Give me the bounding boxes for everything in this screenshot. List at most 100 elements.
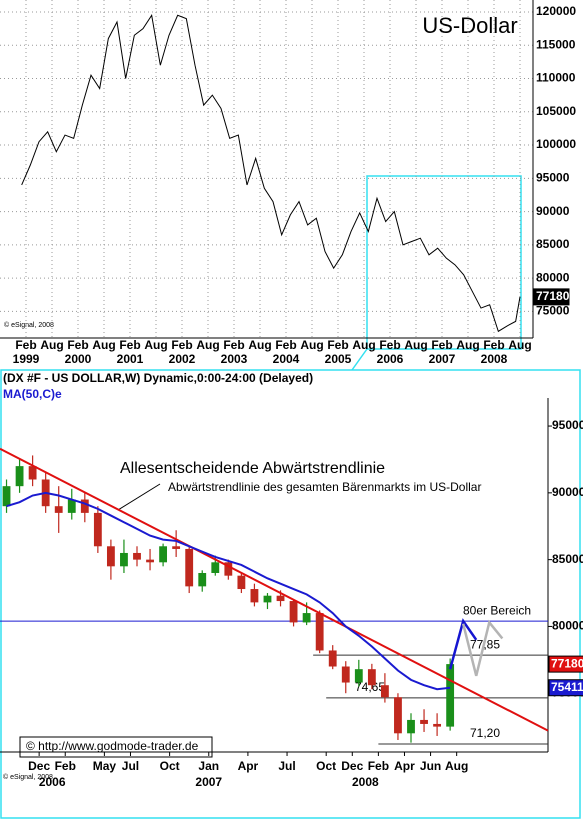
candle-body <box>341 666 350 683</box>
annotation: Allesentscheidende Abwärtstrendlinie <box>120 460 385 477</box>
x-tick-label: Aug <box>508 338 531 352</box>
y-tick-label: 80000 <box>536 270 570 284</box>
candle-body <box>367 669 376 686</box>
x-year-label: 2003 <box>221 352 248 366</box>
candle-body <box>172 546 181 549</box>
x-tick-label: Aug <box>404 338 427 352</box>
x-tick-label: Aug <box>92 338 115 352</box>
candle-body <box>120 552 128 567</box>
moving-average <box>6 491 451 691</box>
x-year-label: 2005 <box>325 352 352 366</box>
x-tick-label: Oct <box>160 759 180 773</box>
candle-body <box>328 650 337 667</box>
projection <box>448 618 478 670</box>
x-tick-label: Dec <box>341 759 363 773</box>
x-tick-label: Aug <box>196 338 219 352</box>
x-tick-label: Feb <box>171 338 192 352</box>
y-tick-label: 115000 <box>536 37 576 51</box>
y-tick-label: 100000 <box>536 137 576 151</box>
candle-body <box>159 546 168 563</box>
candle-body <box>433 723 442 727</box>
x-tick-label: Feb <box>55 759 76 773</box>
x-tick-label: Aug <box>352 338 375 352</box>
projection <box>461 619 504 677</box>
x-tick-label: Aug <box>40 338 63 352</box>
x-tick-label: Apr <box>238 759 259 773</box>
last-value-label: 75411 <box>551 680 583 694</box>
x-tick-label: Aug <box>144 338 167 352</box>
x-tick-label: Jan <box>198 759 219 773</box>
x-year-label: 2004 <box>273 352 300 366</box>
level-label: 74,65 <box>355 680 385 694</box>
last-value-box <box>548 679 583 697</box>
annotation: Abwärtstrendlinie des gesamten Bärenmark… <box>168 480 481 494</box>
candle-body <box>250 589 259 603</box>
trendline <box>0 447 549 732</box>
candle-body <box>67 499 76 513</box>
x-year-label: 2006 <box>39 775 66 789</box>
candle-body <box>15 466 24 487</box>
candle-body <box>446 664 455 727</box>
x-tick-label: Apr <box>394 759 415 773</box>
candle-body <box>185 548 194 587</box>
legend-entry: MA(50,C)e <box>3 387 62 401</box>
candle-body <box>211 562 220 573</box>
panel-border <box>0 369 581 819</box>
x-tick-label: Feb <box>483 338 504 352</box>
x-tick-label: Feb <box>275 338 296 352</box>
x-tick-label: Dec <box>28 759 50 773</box>
x-tick-label: Aug <box>300 338 323 352</box>
candle-body <box>80 499 89 513</box>
x-tick-label: Feb <box>379 338 400 352</box>
x-year-label: 1999 <box>13 352 40 366</box>
x-tick-label: Feb <box>327 338 348 352</box>
level-label: 80er Bereich <box>463 603 531 617</box>
last-value-label: 77180 <box>551 656 583 670</box>
price-line <box>21 13 521 333</box>
candle-body <box>289 601 298 623</box>
candle-body <box>28 466 37 480</box>
x-tick-label: Aug <box>456 338 479 352</box>
x-tick-label: Jul <box>278 759 295 773</box>
x-year-label: 2007 <box>195 775 222 789</box>
candle-body <box>407 719 415 734</box>
x-tick-label: Jul <box>122 759 139 773</box>
y-tick-label: 90000 <box>552 485 583 499</box>
candle-body <box>315 613 324 651</box>
panel-title: (DX #F - US DOLLAR,W) Dynamic,0:00-24:00… <box>3 371 313 385</box>
candle-body <box>93 512 102 547</box>
candle-body <box>380 685 389 698</box>
x-tick-label: Feb <box>431 338 452 352</box>
last-value-label: 77180 <box>536 289 570 303</box>
candle-body <box>394 697 402 734</box>
x-tick-label: Feb <box>119 338 140 352</box>
highlight-box <box>366 175 522 350</box>
x-tick-label: Aug <box>445 759 468 773</box>
y-tick-label: 90000 <box>536 204 570 218</box>
y-tick-label: 85000 <box>552 552 583 566</box>
credit: © eSignal, 2008 <box>3 773 53 781</box>
x-tick-label: May <box>93 759 117 773</box>
candle-body <box>54 506 63 513</box>
y-tick-label: 95000 <box>552 418 583 432</box>
y-tick-label: 105000 <box>536 104 576 118</box>
x-year-label: 2006 <box>377 352 404 366</box>
candle-body <box>354 669 363 683</box>
candle-body <box>146 559 154 563</box>
candle-body <box>106 546 115 567</box>
y-tick-label: 110000 <box>536 71 576 85</box>
x-year-label: 2008 <box>352 775 379 789</box>
source: © http://www.godmode-trader.de <box>26 739 199 753</box>
y-tick-label: 75000 <box>536 304 570 318</box>
x-year-label: 2008 <box>481 352 508 366</box>
x-tick-label: Jun <box>420 759 441 773</box>
x-year-label: 2001 <box>117 352 144 366</box>
candle-body <box>2 486 11 507</box>
candle-body <box>302 613 311 623</box>
level-label: 71,20 <box>470 726 500 740</box>
candle-body <box>133 552 141 560</box>
candle-body <box>263 595 272 603</box>
x-tick-label: Aug <box>248 338 271 352</box>
